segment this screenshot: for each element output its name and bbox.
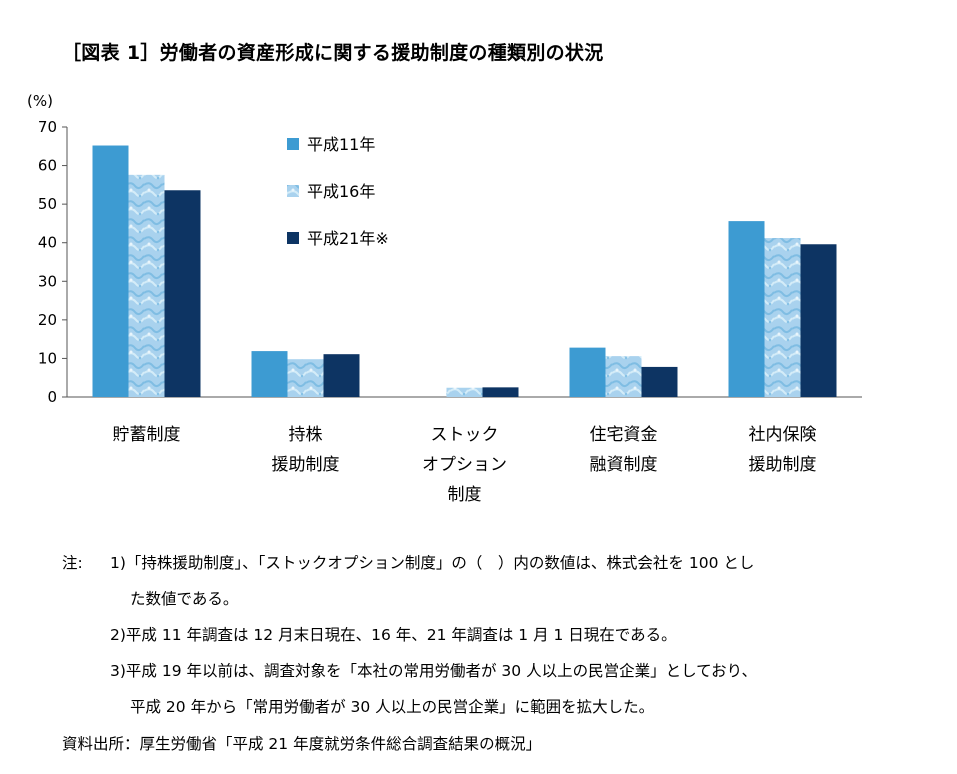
bar-1-series-1: [92, 145, 129, 397]
y-tick-label: 10: [38, 349, 57, 367]
note-3-number: 3): [110, 662, 126, 680]
bar-3-series-3: [482, 387, 519, 397]
category-label-3-line-3: 制度: [448, 485, 482, 505]
bar-4-series-1: [569, 347, 606, 397]
legend-label-3: 平成21年※: [307, 229, 389, 248]
category-label-2-line-2: 援助制度: [272, 455, 340, 475]
y-tick-label: 30: [38, 272, 57, 290]
y-tick-label: 40: [38, 234, 57, 252]
bar-5-series-1: [728, 221, 765, 397]
note-1-line-1: 「持株援助制度」、「ストックオプション制度」の（ ）内の数値は、株式会社を 10…: [125, 554, 755, 572]
bar-2-series-1: [251, 351, 288, 397]
note-1-number: 1): [110, 554, 126, 572]
legend-swatch-3: [287, 232, 299, 244]
bar-3-series-2: [446, 387, 483, 397]
y-axis-unit-label: (%): [27, 92, 53, 110]
bar-2-series-2: [287, 359, 324, 397]
bar-5-series-3: [800, 244, 837, 397]
category-label-4-line-2: 融資制度: [590, 455, 658, 475]
y-tick-label: 60: [38, 157, 57, 175]
note-2-number: 2): [110, 626, 126, 644]
note-2-line-1: 平成 11 年調査は 12 月末日現在、16 年、21 年調査は 1 月 1 日…: [125, 626, 677, 644]
category-label-1-line-1: 貯蓄制度: [113, 425, 181, 445]
legend-swatch-2: [287, 185, 299, 197]
legend-swatch-1: [287, 138, 299, 150]
note-3-line-1: 平成 19 年以前は、調査対象を「本社の常用労働者が 30 人以上の民営企業」と…: [125, 662, 758, 680]
category-label-4-line-1: 住宅資金: [590, 425, 658, 445]
bar-4-series-3: [641, 366, 678, 397]
notes: 注: 1)「持株援助制度」、「ストックオプション制度」の（ ）内の数値は、株式会…: [62, 545, 942, 725]
notes-label: 注:: [62, 554, 83, 572]
bar-5-series-2: [764, 238, 801, 397]
legend-label-2: 平成16年: [307, 182, 375, 201]
y-tick-label: 0: [47, 388, 57, 406]
category-label-5-line-2: 援助制度: [749, 455, 817, 475]
bar-1-series-2: [128, 174, 165, 397]
category-label-3-line-2: オプション: [422, 455, 507, 475]
y-tick-label: 70: [38, 118, 57, 136]
bar-4-series-2: [605, 356, 642, 397]
source-citation: 資料出所：厚生労働省「平成 21 年度就労条件総合調査結果の概況」: [62, 735, 542, 753]
category-label-3-line-1: ストック: [431, 425, 499, 445]
bar-chart: (%) 0 10 20 30 40 50 60 70 貯蓄制度 持株援助制度 ストックオプション制度 住…: [27, 92, 862, 505]
category-label-2-line-1: 持株: [289, 425, 323, 445]
note-1-line-2: た数値である。: [130, 590, 239, 608]
bar-2-series-3: [323, 354, 360, 397]
chart-title: ［図表 1］労働者の資産形成に関する援助制度の種類別の状況: [62, 42, 604, 64]
legend-label-1: 平成11年: [307, 135, 375, 154]
y-tick-label: 50: [38, 195, 57, 213]
bar-1-series-3: [164, 190, 201, 397]
y-tick-label: 20: [38, 311, 57, 329]
note-3-line-2: 平成 20 年から「常用労働者が 30 人以上の民営企業」に範囲を拡大した。: [130, 698, 655, 716]
category-label-5-line-1: 社内保険: [749, 425, 817, 445]
